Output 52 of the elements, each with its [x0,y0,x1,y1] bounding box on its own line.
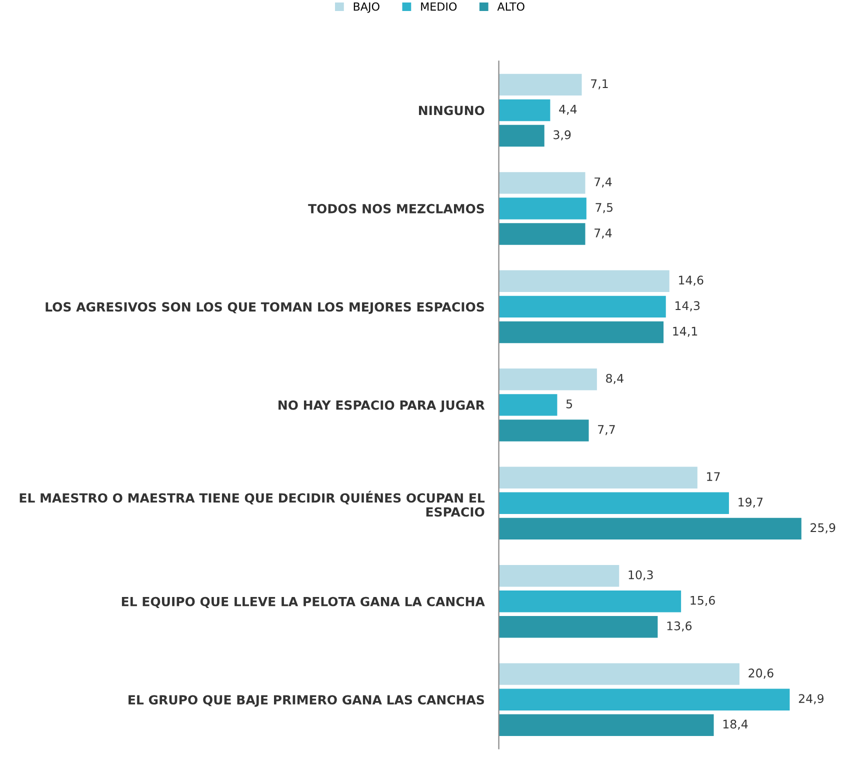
bar [498,564,620,587]
bar [498,223,586,245]
data-label: 24,9 [798,694,824,704]
data-label: 5 [566,400,572,408]
data-label: 19,7 [738,498,763,508]
bar [498,124,544,147]
bar [498,714,714,736]
bar [498,492,729,514]
bar [498,99,550,122]
data-label: 13,6 [667,621,692,632]
data-label: 7,1 [591,79,608,90]
data-label: 14,6 [679,276,704,286]
y-tick-label: EL GRUPO QUE BAJE PRIMERO GANA LAS CANCHAS [128,695,484,707]
data-label: 7,4 [594,228,612,239]
y-tick-label: EL MAESTRO O MAESTRA TIENE QUE DECIDIR QUIÉNES OCUPAN EL ESPACIO [20,490,485,517]
bar [498,172,586,194]
data-label: 7,5 [596,203,612,214]
data-label: 15,6 [690,596,715,606]
data-label: 4,4 [559,104,577,115]
bar [498,394,558,416]
data-label: 18,4 [723,720,748,730]
y-tick-label: LOS AGRESIVOS SON LOS QUE TOMAN LOS MEJORES ESPACIOS [46,302,484,314]
data-label: 3,9 [554,130,571,140]
bar [498,663,740,685]
y-tick-label: NINGUNO [418,106,484,116]
data-label: 10,3 [628,570,653,580]
bar [498,616,658,638]
y-tick-label: TODOS NOS MEZCLAMOS [308,204,484,214]
data-label: 7,4 [594,178,612,188]
data-label: 7,7 [598,425,615,436]
bar [498,518,802,540]
bar [498,590,682,612]
bar [498,321,664,344]
bar [498,198,586,220]
y-tick-label: NO HAY ESPACIO PARA JUGAR [278,400,485,412]
legend-label: ALTO [497,2,524,11]
data-label: 25,9 [810,523,836,534]
legend-label: MEDIO [421,2,457,11]
bar [498,466,698,488]
bar [498,688,790,710]
data-label: 14,1 [673,326,698,337]
data-label: 8,4 [606,374,624,384]
bar [498,270,670,292]
data-label: 17 [707,472,720,481]
data-label: 14,3 [676,301,700,312]
y-tick-label: EL EQUIPO QUE LLEVE LA PELOTA GANA LA CANCHA [122,596,485,608]
bar [498,368,597,390]
bar [498,74,582,96]
bar [498,420,589,442]
data-label: 20,6 [748,668,774,679]
legend-label: BAJO [354,2,380,13]
bar [498,296,666,318]
